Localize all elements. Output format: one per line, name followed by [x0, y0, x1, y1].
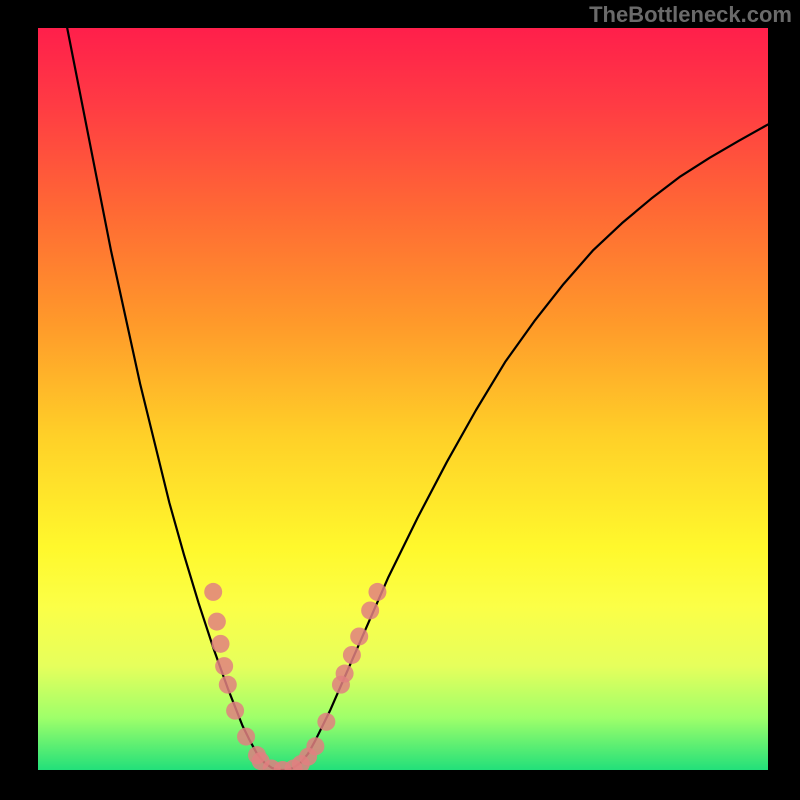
data-marker: [215, 657, 233, 675]
gradient-background: [38, 28, 768, 770]
data-marker: [368, 583, 386, 601]
data-marker: [317, 713, 335, 731]
chart-container: TheBottleneck.com: [0, 0, 800, 800]
data-marker: [361, 601, 379, 619]
data-marker: [208, 613, 226, 631]
plot-area: [38, 28, 768, 770]
chart-svg: [38, 28, 768, 770]
data-marker: [350, 627, 368, 645]
data-marker: [219, 676, 237, 694]
data-marker: [306, 737, 324, 755]
data-marker: [204, 583, 222, 601]
data-marker: [212, 635, 230, 653]
data-marker: [226, 702, 244, 720]
data-marker: [237, 728, 255, 746]
data-marker: [343, 646, 361, 664]
watermark-text: TheBottleneck.com: [589, 2, 792, 28]
data-marker: [336, 665, 354, 683]
